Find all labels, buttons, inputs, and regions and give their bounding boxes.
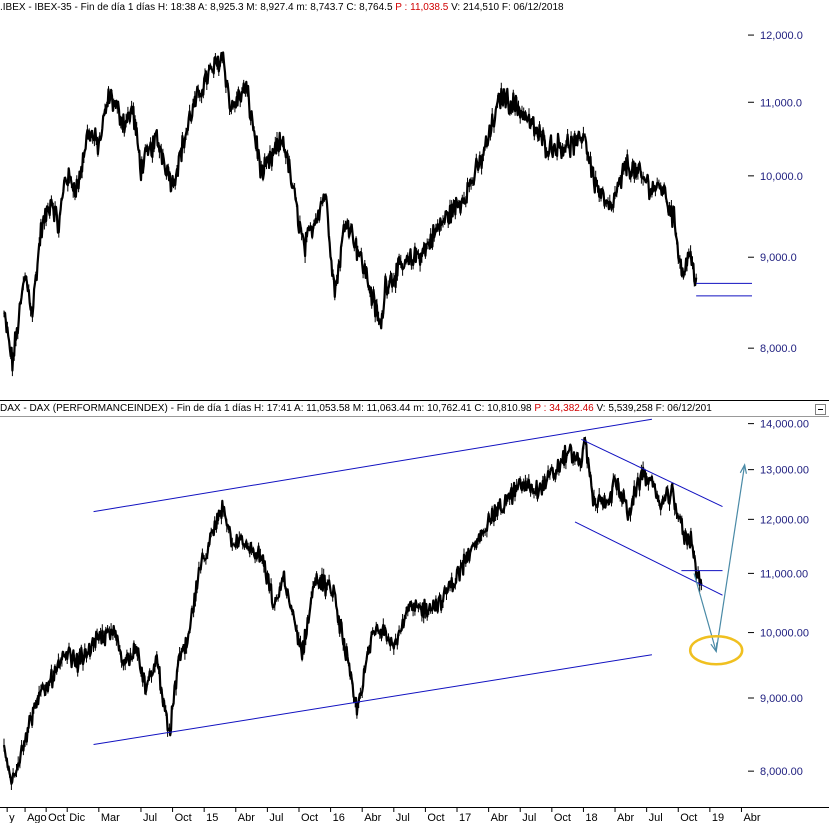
y-tick-label: 10,000.00 bbox=[760, 628, 809, 640]
dax-header: DAX - DAX (PERFORMANCEINDEX) - Fin de dí… bbox=[0, 402, 797, 416]
trend-line bbox=[93, 654, 652, 746]
x-tick-label: Oct bbox=[301, 812, 318, 823]
y-tick-label: 8,000.0 bbox=[760, 343, 797, 355]
x-tick-label: Ago bbox=[27, 812, 47, 823]
x-tick-label: Abr bbox=[491, 812, 508, 823]
ibex-symbol: .IBEX bbox=[0, 2, 26, 13]
x-tick-label: Dic bbox=[69, 812, 85, 823]
x-tick-label: Oct bbox=[427, 812, 444, 823]
y-tick-label: 10,000.0 bbox=[760, 171, 803, 183]
dax-panel: 8,000.00 9,000.00 10,000.00 11,000.00 12,000… bbox=[2, 418, 809, 790]
x-tick-label: 19 bbox=[712, 812, 724, 823]
trend-line bbox=[581, 438, 723, 507]
header-field: V: 5,539,258 bbox=[593, 403, 653, 414]
dax-collapse-button[interactable] bbox=[815, 404, 826, 415]
arrow-head bbox=[739, 463, 747, 474]
y-tick-label: 13,000.00 bbox=[760, 465, 809, 477]
x-tick-label: 17 bbox=[459, 812, 471, 823]
dax-header-fields: H: 17:41 A: 11,053.58 M: 11,063.44 m: 10… bbox=[254, 403, 712, 414]
header-field: A: 8,925.3 bbox=[195, 2, 244, 13]
y-tick-label: 11,000.00 bbox=[760, 568, 808, 580]
x-tick-label: Jul bbox=[649, 812, 663, 823]
y-tick-label: 12,000.0 bbox=[760, 30, 803, 42]
x-tick-label: 18 bbox=[585, 812, 597, 823]
header-field: V: 214,510 bbox=[448, 2, 500, 13]
x-tick-label: 15 bbox=[206, 812, 218, 823]
projection-arrow bbox=[693, 573, 717, 652]
x-tick-label: Jul bbox=[522, 812, 536, 823]
y-tick-label: 9,000.0 bbox=[760, 252, 797, 264]
x-tick-label: Oct bbox=[680, 812, 697, 823]
header-field: F: 06/12/2018 bbox=[499, 2, 564, 13]
trend-line bbox=[574, 521, 723, 596]
x-tick-label: Oct bbox=[554, 812, 571, 823]
ibex-header: .IBEX - IBEX-35 - Fin de día 1 días H: 1… bbox=[0, 1, 753, 15]
x-tick-label: Abr bbox=[238, 812, 255, 823]
header-field: A: 11,053.58 bbox=[291, 403, 350, 414]
header-field: C: 8,764.5 bbox=[343, 2, 393, 13]
x-tick-label: y bbox=[9, 812, 15, 823]
highlight-ellipse bbox=[688, 634, 744, 666]
y-tick-label: 14,000.00 bbox=[760, 419, 809, 431]
header-field: M: 11,063.44 bbox=[350, 403, 411, 414]
dax-name: DAX (PERFORMANCEINDEX) bbox=[29, 403, 168, 414]
ibex-header-fields: H: 18:38 A: 8,925.3 M: 8,927.4 m: 8,743.… bbox=[158, 2, 564, 13]
x-tick-label: 16 bbox=[333, 812, 345, 823]
x-tick-label: Abr bbox=[743, 812, 760, 823]
x-tick-label: Mar bbox=[101, 812, 120, 823]
header-field: H: 18:38 bbox=[157, 2, 196, 13]
trend-line bbox=[93, 418, 652, 513]
header-field: m: 10,762.41 bbox=[410, 403, 472, 414]
price-bars bbox=[3, 53, 697, 377]
ibex-period: Fin de día 1 días bbox=[80, 2, 156, 13]
dax-period: Fin de día 1 días bbox=[176, 403, 252, 414]
projection-arrow bbox=[715, 464, 746, 652]
x-tick-label: Oct bbox=[175, 812, 192, 823]
header-field: C: 10,810.98 bbox=[471, 403, 532, 414]
x-tick-label: Abr bbox=[617, 812, 634, 823]
y-tick-label: 12,000.00 bbox=[760, 514, 809, 526]
y-tick-label: 9,000.00 bbox=[760, 693, 803, 705]
header-field: m: 8,743.7 bbox=[293, 2, 344, 13]
header-field: F: 06/12/201 bbox=[652, 403, 712, 414]
x-tick-label: Jul bbox=[143, 812, 157, 823]
header-field: P : 34,382.46 bbox=[531, 403, 594, 414]
header-field: M: 8,927.4 bbox=[243, 2, 294, 13]
ibex-name: IBEX-35 bbox=[34, 2, 72, 13]
x-tick-label: Abr bbox=[364, 812, 381, 823]
y-tick-label: 8,000.00 bbox=[760, 766, 803, 778]
header-field: P : 11,038.5 bbox=[392, 2, 449, 13]
price-bars bbox=[3, 436, 702, 790]
x-tick-label: Jul bbox=[396, 812, 410, 823]
x-tick-label: Oct bbox=[48, 812, 65, 823]
header-field: H: 17:41 bbox=[253, 403, 292, 414]
x-tick-label: Jul bbox=[269, 812, 283, 823]
y-tick-label: 11,000.0 bbox=[760, 97, 802, 109]
dax-symbol: DAX bbox=[0, 403, 21, 414]
